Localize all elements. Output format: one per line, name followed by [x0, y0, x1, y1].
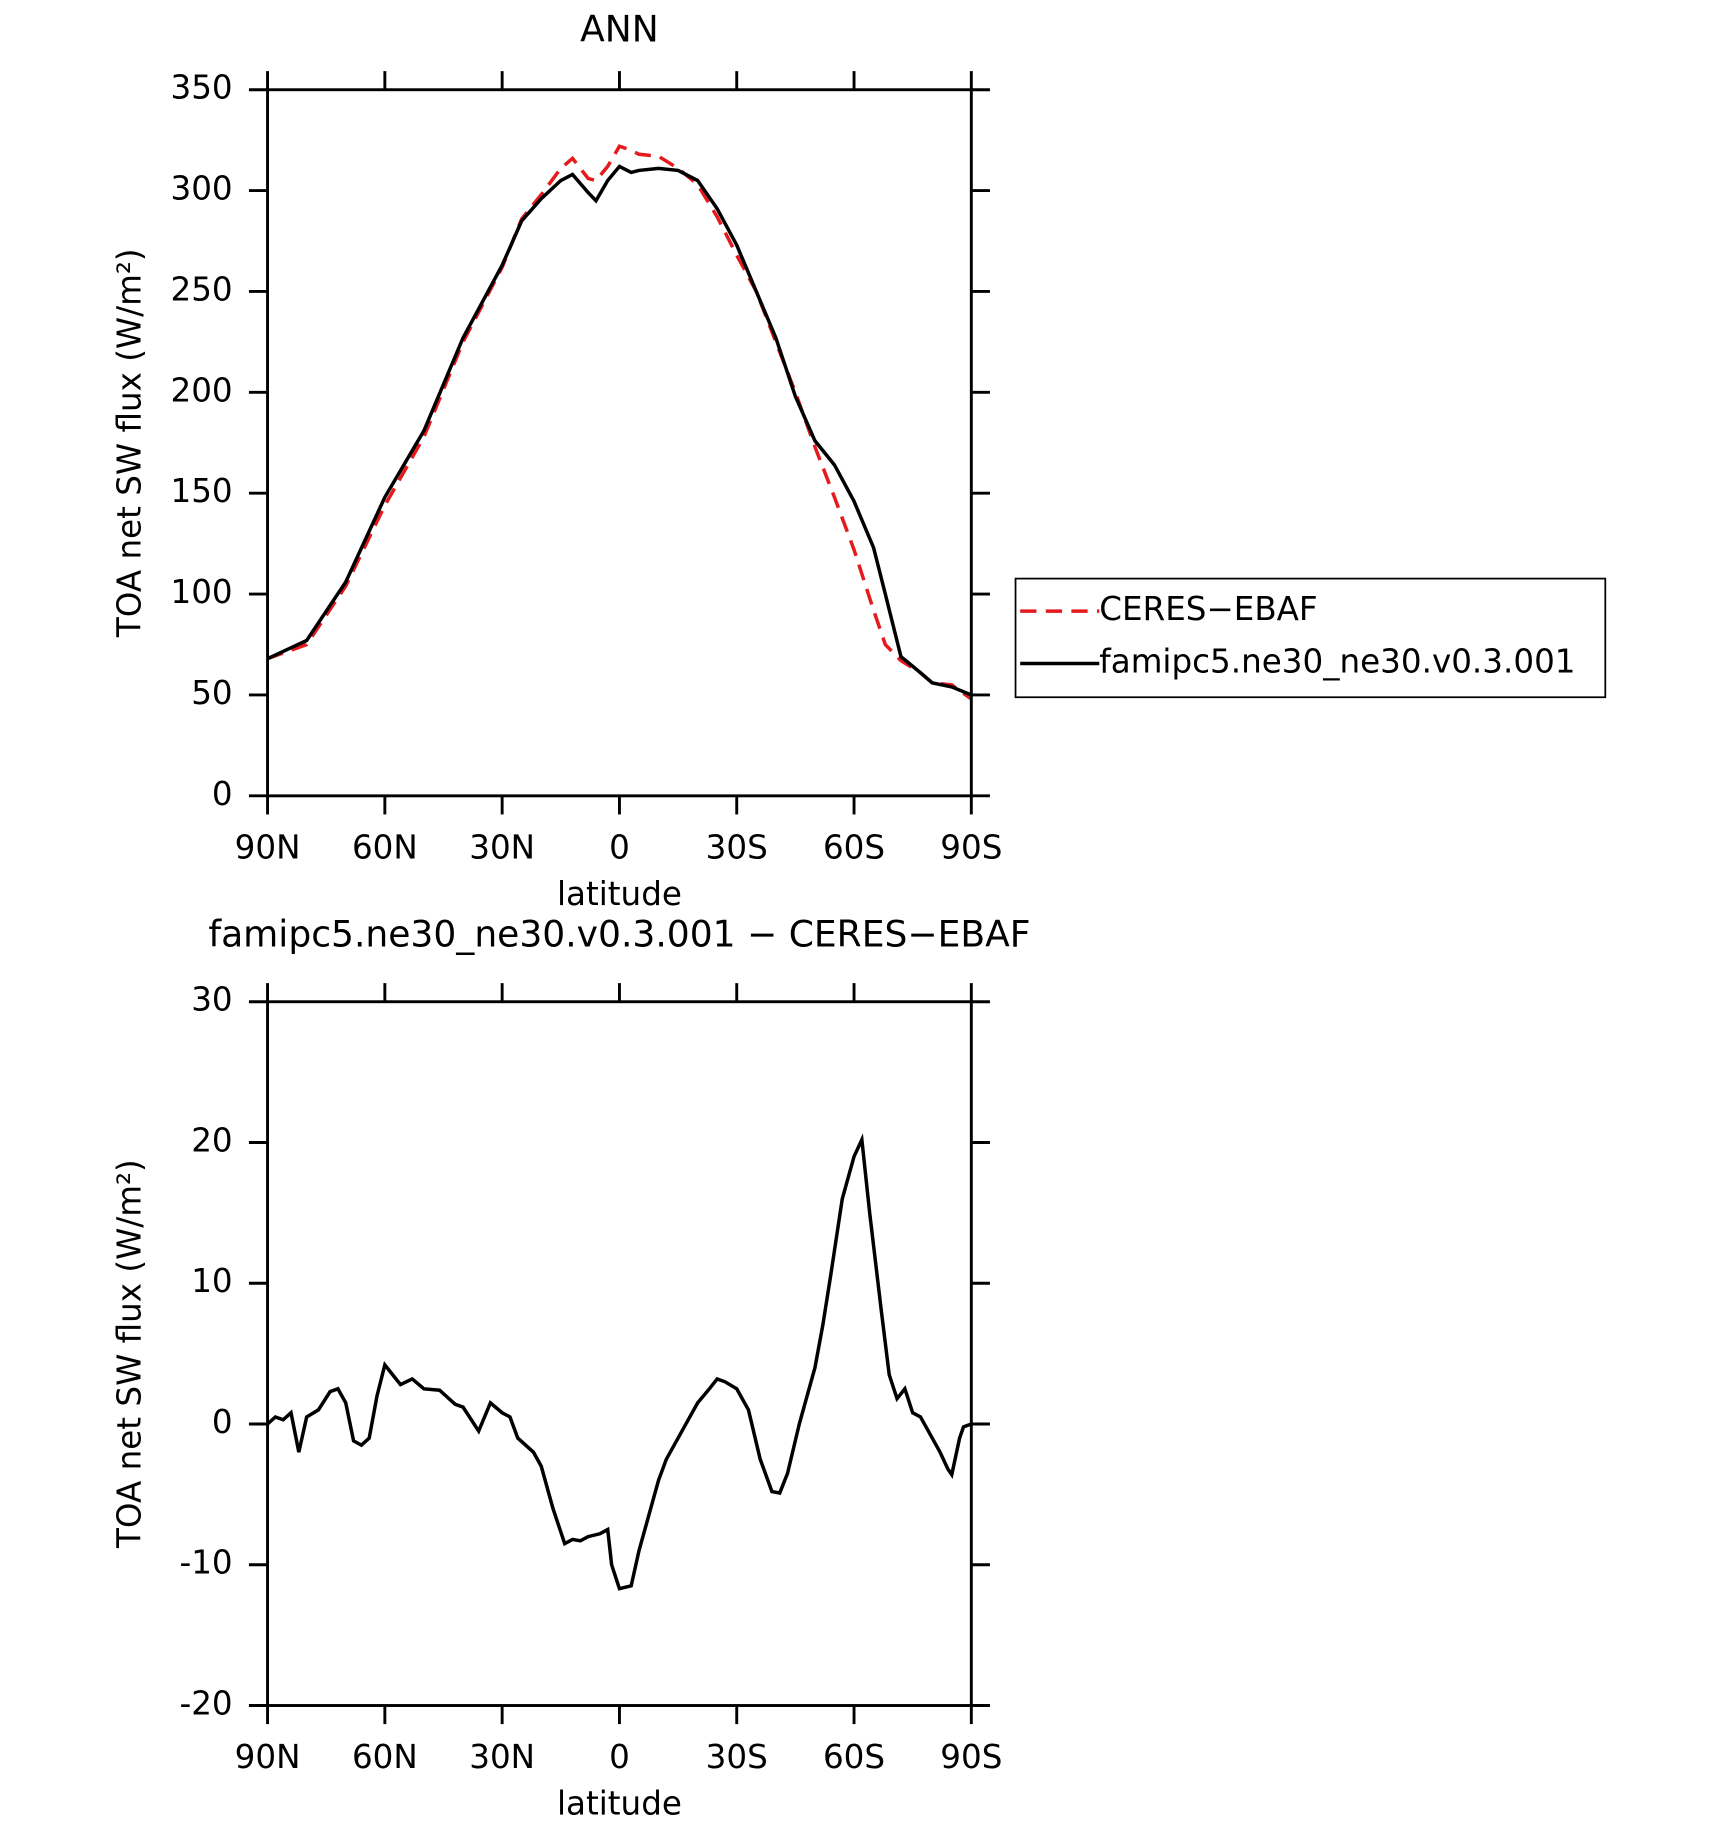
x-tick-label: 60N: [352, 1738, 418, 1776]
legend-label: famipc5.ne30_ne30.v0.3.001: [1099, 643, 1575, 681]
x-tick-label: 0: [609, 1738, 630, 1776]
x-tick-label: 90S: [940, 828, 1002, 866]
series-line: [266, 1133, 972, 1591]
x-tick-label: 60S: [823, 828, 885, 866]
chart-title: famipc5.ne30_ne30.v0.3.001 − CERES−EBAF: [208, 914, 1030, 956]
y-tick-label: 150: [170, 472, 232, 510]
x-tick-label: 30N: [469, 828, 535, 866]
y-tick-label: 0: [212, 1403, 233, 1441]
y-tick-label: 0: [212, 775, 233, 813]
y-tick-label: 200: [170, 371, 232, 409]
y-tick-label: 300: [170, 170, 232, 208]
series-line: [266, 144, 973, 701]
y-axis-title: TOA net SW flux (W/m²): [110, 1159, 148, 1549]
x-tick-label: 30S: [706, 828, 768, 866]
y-tick-label: 20: [191, 1121, 232, 1159]
y-tick-label: 250: [170, 270, 232, 308]
y-tick-label: 100: [170, 573, 232, 611]
x-axis-title: latitude: [557, 1785, 682, 1822]
x-tick-label: 90N: [235, 828, 301, 866]
y-tick-label: 50: [191, 674, 232, 712]
chart-title: ANN: [580, 9, 659, 51]
x-tick-label: 30S: [706, 1738, 768, 1776]
x-tick-label: 90N: [235, 1738, 301, 1776]
legend-box: [1014, 577, 1607, 699]
y-axis-title: TOA net SW flux (W/m²): [110, 248, 148, 638]
x-tick-label: 30N: [469, 1738, 535, 1776]
legend-label: CERES−EBAF: [1099, 590, 1317, 628]
x-tick-label: 0: [609, 828, 630, 866]
x-tick-label: 60N: [352, 828, 418, 866]
plot-frame: [266, 88, 973, 798]
y-tick-label: 350: [170, 69, 232, 107]
y-tick-label: -20: [179, 1685, 232, 1723]
x-axis-title: latitude: [557, 875, 682, 913]
y-tick-label: 10: [191, 1262, 232, 1300]
x-tick-label: 60S: [823, 1738, 885, 1776]
x-tick-label: 90S: [940, 1738, 1002, 1776]
y-tick-label: 30: [191, 981, 232, 1019]
series-line: [266, 164, 972, 697]
plot-frame: [266, 1000, 973, 1707]
y-tick-label: -10: [179, 1544, 232, 1582]
